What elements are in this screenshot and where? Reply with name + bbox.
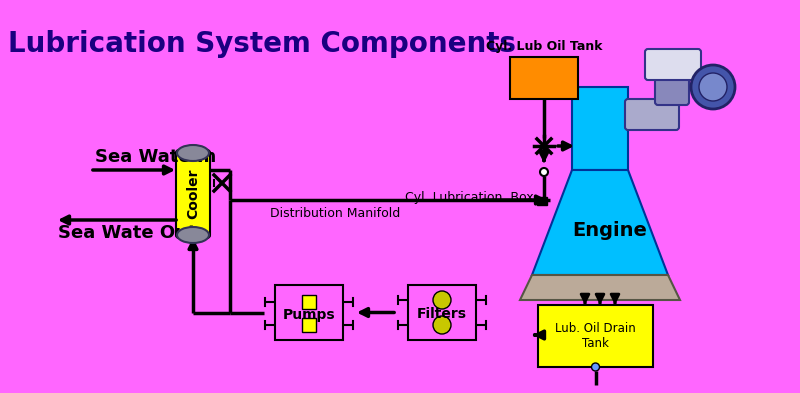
Text: Pumps: Pumps: [282, 307, 335, 321]
Bar: [302, 295, 316, 309]
Text: Cyl. Lub Oil Tank: Cyl. Lub Oil Tank: [486, 40, 602, 53]
FancyBboxPatch shape: [176, 150, 210, 238]
Circle shape: [433, 291, 451, 309]
Text: Lubrication System Components: Lubrication System Components: [8, 30, 516, 58]
Bar: [537, 197, 547, 205]
Bar: [572, 87, 628, 170]
Text: Engine: Engine: [573, 220, 647, 239]
Circle shape: [699, 73, 727, 101]
Text: Sea Wate Out: Sea Wate Out: [58, 224, 197, 242]
Bar: [538, 305, 653, 367]
Circle shape: [691, 65, 735, 109]
Circle shape: [591, 363, 599, 371]
Text: Cyl. Lubrication  Box: Cyl. Lubrication Box: [406, 191, 534, 204]
Text: Lub. Oil Drain
Tank: Lub. Oil Drain Tank: [555, 322, 636, 350]
Circle shape: [433, 316, 451, 334]
FancyBboxPatch shape: [655, 64, 689, 105]
Text: Sea Wate In: Sea Wate In: [95, 148, 216, 166]
Polygon shape: [520, 275, 680, 300]
Ellipse shape: [177, 145, 209, 161]
Text: Distribution Manifold: Distribution Manifold: [270, 207, 400, 220]
FancyBboxPatch shape: [645, 49, 701, 80]
Ellipse shape: [177, 227, 209, 243]
Text: Cooler: Cooler: [186, 169, 200, 219]
Text: Filters: Filters: [417, 307, 467, 321]
Circle shape: [540, 168, 548, 176]
Polygon shape: [532, 170, 668, 275]
Bar: [302, 318, 316, 332]
FancyBboxPatch shape: [625, 99, 679, 130]
Bar: [510, 57, 578, 99]
